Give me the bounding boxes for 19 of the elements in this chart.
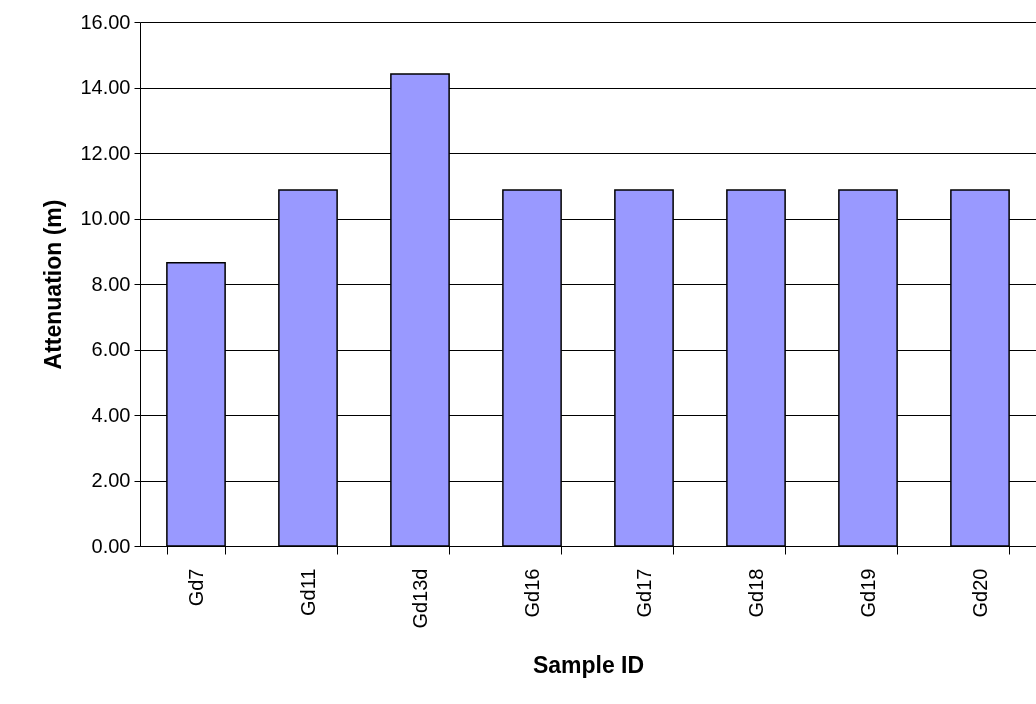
- y-tick-label: 8.00: [91, 272, 131, 295]
- x-tick-label: Gd20: [968, 568, 991, 618]
- y-tick-label: 12.00: [80, 141, 131, 164]
- y-axis-title: Attenuation (m): [40, 199, 67, 370]
- y-tick-label: 16.00: [80, 10, 131, 33]
- y-tick-label: 2.00: [91, 469, 131, 491]
- x-tick-label: Gd17: [632, 568, 655, 618]
- y-tick-label: 6.00: [91, 338, 131, 360]
- x-axis-title: Sample ID: [532, 651, 645, 678]
- x-tick-label: Gd7: [184, 568, 207, 607]
- x-tick-label: Gd11: [296, 568, 319, 616]
- x-tick-label: Gd18: [744, 568, 767, 618]
- x-tick-label: Gd19: [856, 568, 879, 618]
- y-tick-label: 10.00: [80, 207, 131, 229]
- y-tick-label: 0.00: [91, 534, 131, 557]
- y-tick-label: 14.00: [80, 76, 131, 98]
- x-tick-label: Gd13d: [408, 568, 431, 629]
- y-tick-label: 4.00: [91, 403, 131, 426]
- x-tick-label: Gd16: [520, 568, 543, 618]
